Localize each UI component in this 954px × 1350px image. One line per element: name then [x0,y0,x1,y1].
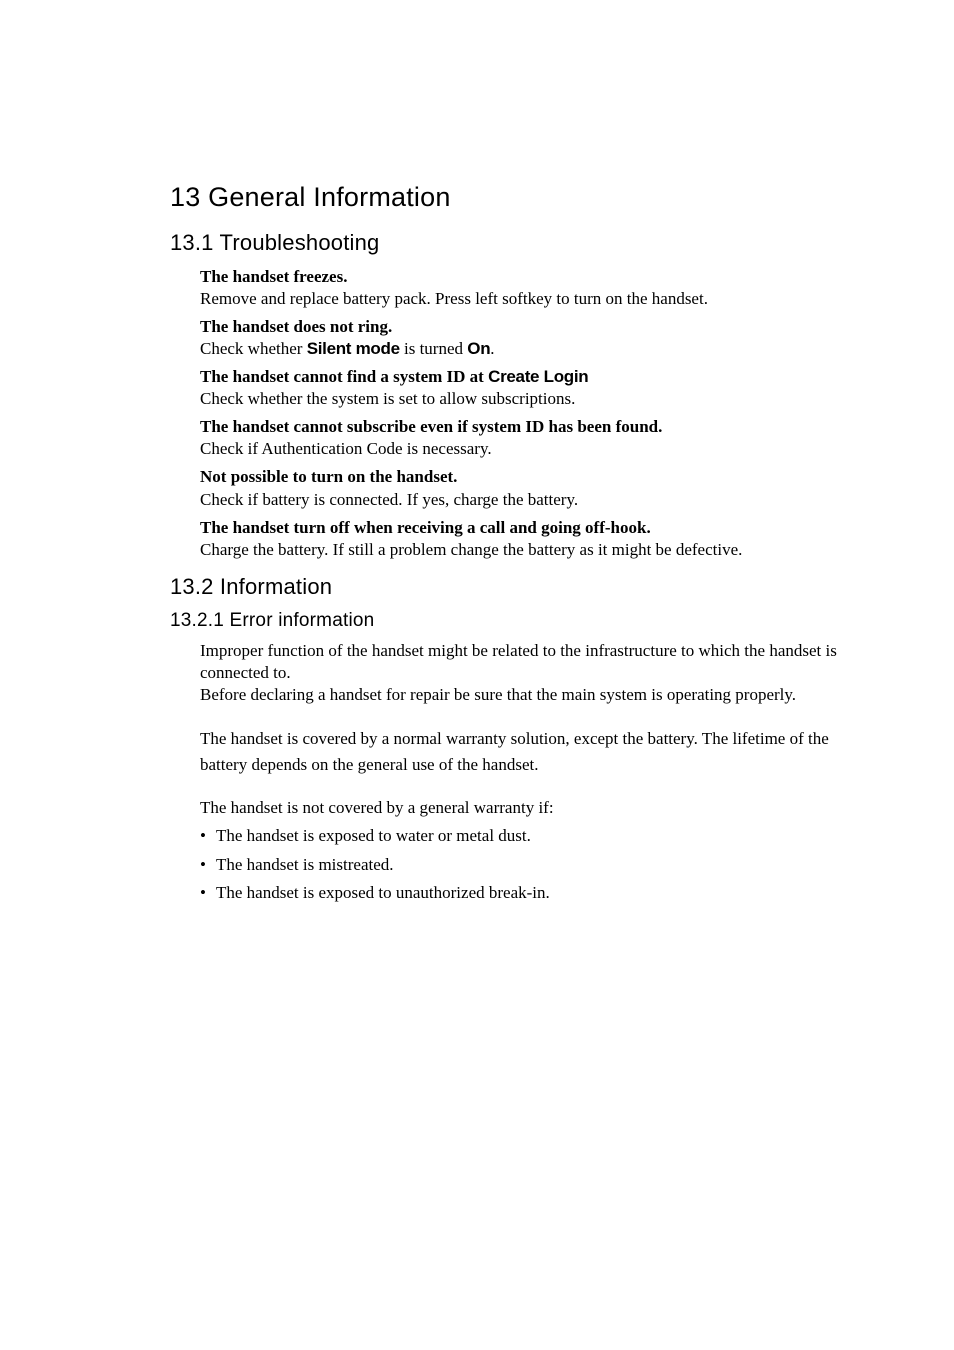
item-body: Charge the battery. If still a problem c… [200,539,854,561]
item-body: Check if battery is connected. If yes, c… [200,489,854,511]
ui-term: Silent mode [307,339,400,358]
paragraph: The handset is not covered by a general … [200,797,854,819]
section-13-2-1-heading: 13.2.1 Error information [170,609,854,634]
text: The handset cannot find a system ID at [200,367,488,386]
warranty-exclusion-list: The handset is exposed to water or metal… [200,825,854,903]
list-item: The handset is exposed to unauthorized b… [200,882,854,904]
ui-term: On [467,339,490,358]
item-body: Remove and replace battery pack. Press l… [200,288,854,310]
item-title: The handset cannot subscribe even if sys… [200,416,854,438]
list-item: The handset is exposed to water or metal… [200,825,854,847]
item-title: The handset does not ring. [200,316,854,338]
item-title: Not possible to turn on the handset. [200,466,854,488]
paragraph: Improper function of the handset might b… [200,640,854,684]
troubleshooting-list: The handset freezes. Remove and replace … [170,266,854,561]
ui-term: Create Login [488,367,588,386]
paragraph: Before declaring a handset for repair be… [200,684,854,706]
item-title: The handset freezes. [200,266,854,288]
information-content: Improper function of the handset might b… [170,640,854,904]
text: Check whether [200,339,307,358]
list-item: The handset is mistreated. [200,854,854,876]
paragraph: The handset is covered by a normal warra… [200,726,854,777]
section-13-2-heading: 13.2 Information [170,573,854,602]
item-body: Check whether Silent mode is turned On. [200,338,854,360]
text: . [490,339,494,358]
item-title: The handset turn off when receiving a ca… [200,517,854,539]
item-body: Check if Authentication Code is necessar… [200,438,854,460]
item-title: The handset cannot find a system ID at C… [200,366,854,388]
section-13-1-heading: 13.1 Troubleshooting [170,229,854,258]
text: is turned [400,339,468,358]
chapter-title: 13 General Information [170,180,854,215]
item-body: Check whether the system is set to allow… [200,388,854,410]
